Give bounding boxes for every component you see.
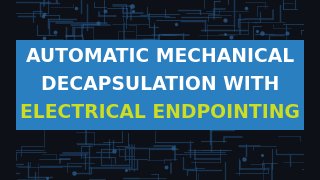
Text: ELECTRICAL ENDPOINTING: ELECTRICAL ENDPOINTING <box>20 103 300 122</box>
Text: AUTOMATIC MECHANICAL: AUTOMATIC MECHANICAL <box>26 47 294 66</box>
Text: DECAPSULATION WITH: DECAPSULATION WITH <box>41 75 279 94</box>
FancyBboxPatch shape <box>16 40 304 130</box>
